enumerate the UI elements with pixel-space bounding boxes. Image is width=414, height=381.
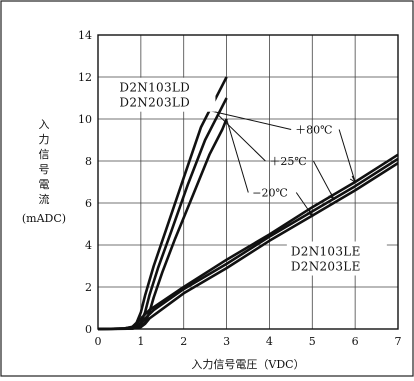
x-tick-label: 3 [223, 335, 230, 348]
annotation-label: ＋80℃ [295, 124, 332, 137]
y-axis-label-char: 信 [39, 148, 50, 161]
device-label-bg [286, 241, 387, 276]
y-axis-unit: (mADC) [22, 212, 66, 225]
y-tick-label: 8 [85, 155, 92, 168]
y-tick-label: 2 [85, 281, 92, 294]
series-line-le-5 [97, 162, 399, 331]
grid-layer [98, 35, 398, 329]
y-tick-label: 6 [85, 197, 92, 210]
y-axis-label-char: 力 [39, 133, 50, 146]
device-label: D2N103LD [119, 81, 190, 95]
annotation-label: −20℃ [252, 187, 288, 200]
plot-frame [97, 34, 399, 330]
y-tick-label: 10 [78, 113, 92, 126]
y-axis-label-char: 号 [39, 163, 50, 176]
annotation-leader-le [295, 192, 313, 216]
x-tick-label: 6 [352, 335, 359, 348]
annotation-leader-ld [209, 110, 292, 130]
annotation-leader-ld [217, 114, 266, 162]
annotation-arrowhead [349, 175, 357, 184]
series-line-ld-2 [97, 118, 228, 331]
y-axis-label-char: 電 [39, 178, 50, 191]
x-axis-label: 入力信号電圧（VDC） [191, 358, 304, 371]
device-label: D2N103LE [291, 245, 361, 259]
series-layer [97, 76, 399, 331]
x-tick-label: 7 [395, 335, 402, 348]
x-tick-label: 4 [266, 335, 273, 348]
annotation-label: ＋25℃ [269, 155, 306, 168]
x-tick-label: 0 [95, 335, 102, 348]
y-tick-label: 14 [78, 29, 92, 42]
y-axis-label-char: 入 [39, 118, 50, 131]
device-label: D2N203LD [119, 96, 190, 110]
device-label-bg [115, 77, 216, 112]
y-tick-label: 12 [78, 71, 92, 84]
annotation-arrowhead [328, 192, 335, 201]
x-tick-label: 1 [137, 335, 144, 348]
device-label: D2N203LE [291, 260, 361, 274]
annotation-layer: ＋80℃ ＋25℃ −20℃ [209, 110, 357, 217]
series-line-ld-1 [97, 97, 228, 331]
x-tick-label: 2 [180, 335, 187, 348]
annotation-leader-le [338, 129, 356, 183]
annotation-arrowhead [307, 209, 314, 217]
annotation-leader-ld [226, 118, 249, 193]
y-tick-label: 4 [85, 239, 92, 252]
x-tick-label: 5 [309, 335, 316, 348]
y-tick-label: 0 [85, 323, 92, 336]
y-axis-label-char: 流 [39, 192, 50, 206]
annotation-leader-le [312, 160, 335, 200]
